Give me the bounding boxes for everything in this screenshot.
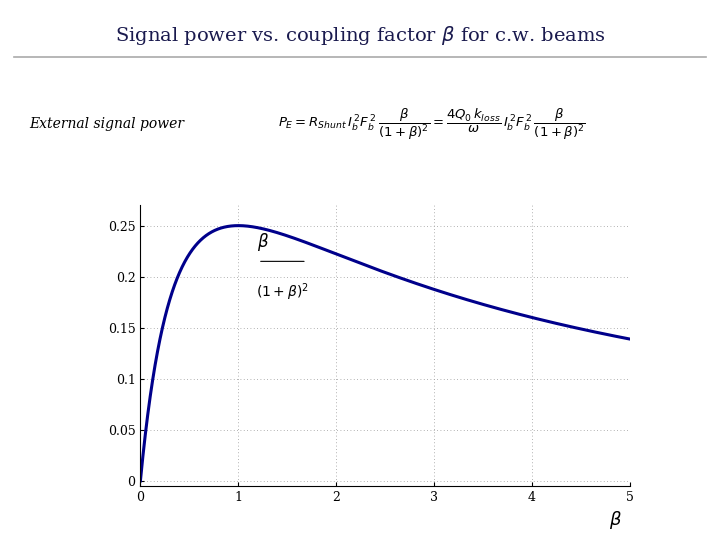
Text: $P_E = R_{Shunt}\, I_b^{\,2} F_b^{\,2}\, \dfrac{\beta}{(1+\beta)^2}= \dfrac{4Q_0: $P_E = R_{Shunt}\, I_b^{\,2} F_b^{\,2}\,…: [278, 106, 586, 142]
Text: $\beta$: $\beta$: [257, 231, 269, 253]
Text: Signal power vs. coupling factor $\beta$ for c.w. beams: Signal power vs. coupling factor $\beta$…: [114, 24, 606, 48]
Text: External signal power: External signal power: [29, 117, 184, 131]
Text: $\beta$: $\beta$: [609, 509, 622, 531]
Text: $(1+\beta)^2$: $(1+\beta)^2$: [256, 282, 309, 303]
